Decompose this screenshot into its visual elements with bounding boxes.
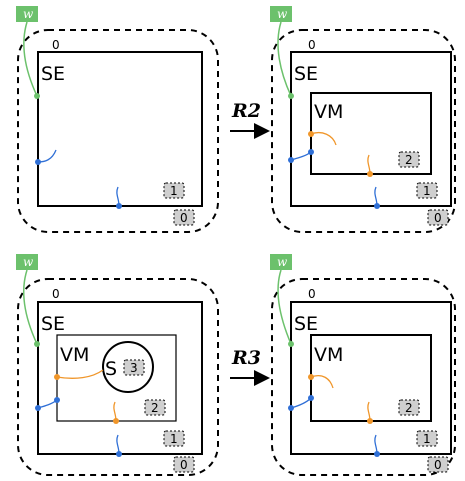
panel-before-r3: 0 SE VM S 3 w 2 1 0 bbox=[16, 254, 219, 476]
outer-location-badge-label: 0 bbox=[180, 458, 188, 472]
se-box bbox=[290, 301, 452, 455]
world-link bbox=[277, 269, 292, 345]
outer-location-label: 0 bbox=[52, 287, 60, 301]
orange-handle-vm-left-stroke bbox=[310, 131, 337, 146]
outer-location-label: 0 bbox=[308, 38, 316, 52]
se-location-badge bbox=[163, 430, 185, 447]
vm-label: VM bbox=[60, 344, 89, 366]
panel-after-r3: 0 SE VM w 2 1 0 bbox=[270, 254, 456, 476]
blue-handle-left-stroke bbox=[290, 397, 312, 409]
blue-handle-bottom-stroke bbox=[374, 186, 378, 207]
rule-r2: R2 bbox=[230, 100, 270, 139]
se-label: SE bbox=[294, 63, 318, 85]
world-attach-point bbox=[34, 93, 40, 99]
vm-location-badge bbox=[144, 399, 166, 416]
world-tag bbox=[270, 6, 292, 22]
se-label: SE bbox=[41, 63, 65, 85]
world-tag-label: w bbox=[277, 255, 288, 269]
vm-label: VM bbox=[314, 101, 343, 123]
world-tag bbox=[16, 6, 38, 22]
outer-location-badge bbox=[427, 209, 449, 226]
se-location-badge-label: 1 bbox=[170, 432, 178, 446]
outer-dashed-boundary bbox=[17, 29, 219, 233]
s-location-badge-label: 3 bbox=[130, 361, 138, 375]
orange-handle-vm-bottom-stroke bbox=[113, 401, 117, 422]
world-tag bbox=[16, 254, 38, 270]
world-link bbox=[23, 21, 38, 97]
world-tag-label: w bbox=[23, 7, 34, 21]
outer-dashed-boundary bbox=[271, 29, 456, 233]
se-location-badge-label: 1 bbox=[423, 432, 431, 446]
world-attach-point bbox=[288, 93, 294, 99]
panel-after-r2: 0 SE VM w 2 1 0 bbox=[270, 6, 456, 233]
se-location-badge bbox=[416, 182, 438, 199]
world-tag bbox=[270, 254, 292, 270]
se-location-badge-label: 1 bbox=[170, 184, 178, 198]
world-link bbox=[277, 21, 292, 97]
orange-handle-vm-bottom-stroke bbox=[367, 154, 371, 175]
vm-location-badge-label: 2 bbox=[405, 153, 413, 167]
world-tag-label: w bbox=[277, 7, 288, 21]
outer-location-label: 0 bbox=[52, 38, 60, 52]
blue-handle-bottom-stroke bbox=[116, 186, 120, 207]
rule-r3: R3 bbox=[230, 347, 270, 386]
orange-handle-vm-left-stroke bbox=[56, 369, 104, 379]
outer-location-badge bbox=[173, 456, 195, 473]
world-attach-point bbox=[288, 341, 294, 347]
outer-location-badge-label: 0 bbox=[434, 211, 442, 225]
blue-handle-bottom-stroke bbox=[374, 434, 378, 455]
world-attach-point bbox=[34, 341, 40, 347]
outer-dashed-boundary bbox=[17, 278, 219, 476]
s-circle bbox=[102, 341, 154, 393]
se-box bbox=[290, 51, 452, 207]
blue-handle-bottom-stroke bbox=[116, 434, 120, 455]
se-location-badge bbox=[163, 182, 185, 199]
vm-location-badge-label: 2 bbox=[405, 401, 413, 415]
world-tag-label: w bbox=[23, 255, 34, 269]
s-label: S bbox=[105, 358, 117, 380]
outer-location-label: 0 bbox=[308, 287, 316, 301]
outer-location-badge-label: 0 bbox=[434, 458, 442, 472]
se-label: SE bbox=[294, 313, 318, 335]
vm-label: VM bbox=[314, 344, 343, 366]
vm-location-badge bbox=[398, 399, 420, 416]
outer-location-badge bbox=[427, 456, 449, 473]
panel-initial: 0 SE w 1 0 bbox=[16, 6, 219, 233]
orange-handle-vm-bottom-stroke bbox=[367, 401, 371, 422]
s-location-badge bbox=[123, 359, 145, 376]
world-link bbox=[23, 269, 38, 345]
orange-handle-vm-left-stroke bbox=[310, 374, 334, 389]
se-location-badge-label: 1 bbox=[423, 184, 431, 198]
rule-r3-label: R3 bbox=[231, 347, 261, 369]
vm-location-badge bbox=[398, 151, 420, 168]
outer-location-badge bbox=[173, 209, 195, 226]
blue-handle-left-stroke bbox=[37, 399, 58, 409]
blue-handle-left-stroke bbox=[290, 151, 312, 161]
blue-handle-left-stroke bbox=[37, 149, 57, 163]
rule-r2-label: R2 bbox=[231, 100, 261, 122]
se-label: SE bbox=[41, 313, 65, 335]
outer-location-badge-label: 0 bbox=[180, 211, 188, 225]
se-location-badge bbox=[416, 430, 438, 447]
vm-location-badge-label: 2 bbox=[151, 401, 159, 415]
